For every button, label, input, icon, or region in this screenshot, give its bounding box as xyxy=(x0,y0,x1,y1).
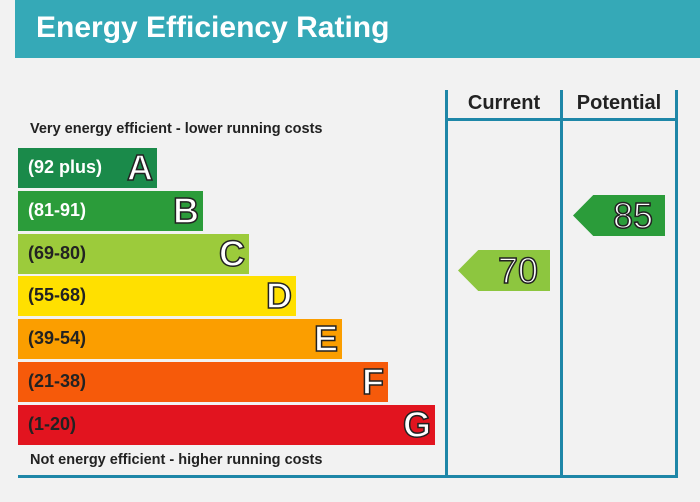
divider xyxy=(675,90,678,478)
divider xyxy=(560,90,563,478)
potential-rating-arrow: 85 xyxy=(573,195,665,236)
current-rating-value: 70 xyxy=(497,250,539,291)
title-bar: Energy Efficiency Rating xyxy=(15,0,700,58)
band-letter: D xyxy=(265,275,293,317)
band-g: (1-20) G xyxy=(18,403,435,446)
band-range: (21-38) xyxy=(28,371,87,391)
top-note: Very energy efficient - lower running co… xyxy=(30,121,323,137)
band-letter: B xyxy=(172,189,200,232)
band-letter: G xyxy=(402,403,432,446)
band-c: (69-80) C xyxy=(18,232,249,274)
band-range: (92 plus) xyxy=(28,157,103,177)
band-letter: E xyxy=(313,318,339,360)
bottom-line xyxy=(18,475,678,478)
band-letter: A xyxy=(126,147,154,189)
chart-title: Energy Efficiency Rating xyxy=(36,11,390,44)
band-letter: C xyxy=(218,232,246,274)
band-range: (69-80) xyxy=(28,242,87,263)
band-range: (55-68) xyxy=(28,285,87,306)
header-divider xyxy=(445,118,678,121)
band-f: (21-38) F xyxy=(18,361,388,403)
divider xyxy=(445,90,448,478)
band-a: (92 plus) A xyxy=(18,147,157,189)
potential-rating-value: 85 xyxy=(612,195,654,236)
current-rating-arrow: 70 xyxy=(458,250,550,291)
band-e: (39-54) E xyxy=(18,318,342,360)
column-current: Current xyxy=(467,92,541,114)
column-potential: Potential xyxy=(576,92,662,114)
band-range: (39-54) xyxy=(28,328,87,349)
band-range: (81-91) xyxy=(28,199,87,220)
band-range: (1-20) xyxy=(28,413,77,434)
band-letter: F xyxy=(361,361,385,403)
band-b: (81-91) B xyxy=(18,189,203,232)
bottom-note: Not energy efficient - higher running co… xyxy=(30,452,323,468)
band-d: (55-68) D xyxy=(18,275,296,317)
